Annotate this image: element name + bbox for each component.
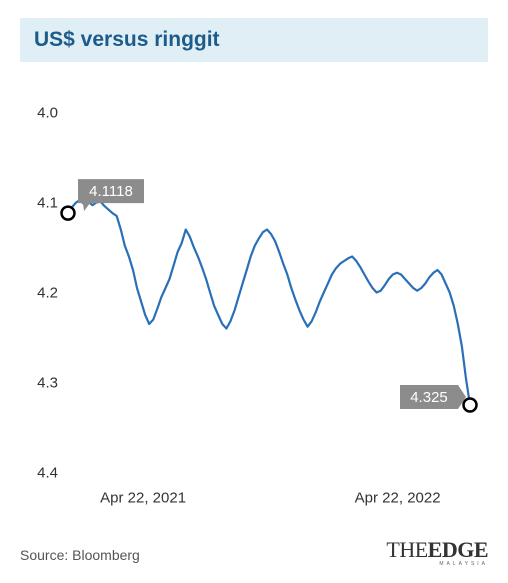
logo-edge: EDGE	[428, 537, 488, 562]
chart-title: US$ versus ringgit	[20, 18, 488, 62]
plot-area: 4.0 4.1 4.2 4.3 4.4 4.1118 4.325 Apr 22, 202…	[20, 70, 488, 539]
svg-text:4.1118: 4.1118	[89, 183, 133, 200]
y-tick-label: 4.4	[37, 465, 58, 482]
end-badge: 4.325	[400, 385, 466, 409]
start-marker	[62, 207, 75, 220]
svg-text:4.325: 4.325	[410, 389, 448, 406]
x-label-end: Apr 22, 2022	[355, 490, 441, 507]
chart-container: US$ versus ringgit 4.0 4.1 4.2 4.3 4.4 4.111…	[0, 0, 508, 583]
y-tick-label: 4.1	[37, 195, 58, 212]
line-series	[68, 200, 470, 405]
publisher-logo: THEEDGE MALAYSIA	[386, 537, 488, 567]
start-badge: 4.1118	[78, 179, 144, 211]
x-label-start: Apr 22, 2021	[100, 490, 186, 507]
logo-the: THE	[386, 537, 427, 562]
y-tick-label: 4.3	[37, 375, 58, 392]
end-marker	[464, 399, 477, 412]
chart-svg: 4.0 4.1 4.2 4.3 4.4 4.1118 4.325 Apr 22, 202…	[20, 70, 488, 539]
y-tick-label: 4.2	[37, 285, 58, 302]
y-tick-label: 4.0	[37, 105, 58, 122]
